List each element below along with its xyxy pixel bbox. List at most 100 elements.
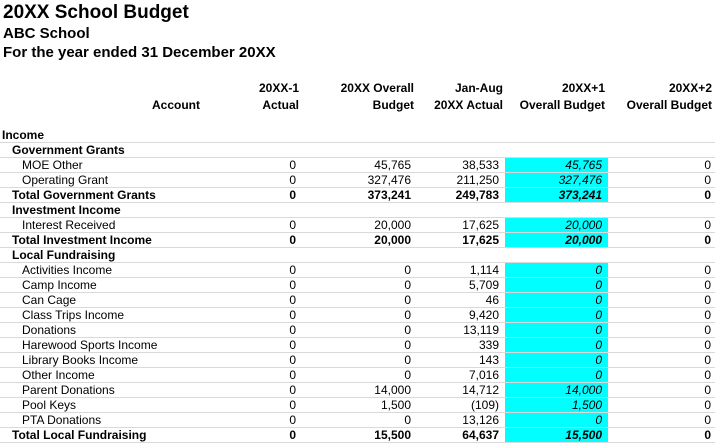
row-value-col3: 7,016 [417, 367, 505, 383]
row-value-col3: 9,420 [417, 307, 505, 323]
row-value-col4: 15,500 [505, 427, 608, 443]
table-row: Camp Income 0 0 5,709 0 0 [0, 277, 715, 293]
table-row: Donations 0 0 13,119 0 0 [0, 322, 715, 338]
row-value-col1: 0 [200, 277, 302, 293]
row-value-col2 [302, 202, 417, 218]
row-label: Camp Income [0, 277, 200, 293]
row-value-col3: 46 [417, 292, 505, 308]
table-row: Library Books Income 0 0 143 0 0 [0, 352, 715, 368]
row-value-col5: 0 [608, 322, 715, 338]
row-value-col2: 0 [302, 412, 417, 428]
row-value-col4: 0 [505, 262, 608, 278]
row-value-col2: 15,500 [302, 427, 417, 443]
row-value-col5: 0 [608, 262, 715, 278]
row-label: Library Books Income [0, 352, 200, 368]
row-label: Other Income [0, 367, 200, 383]
header-col5-line1: 20XX+2 [668, 81, 712, 95]
row-value-col2: 45,765 [302, 157, 417, 173]
row-label: Class Trips Income [0, 307, 200, 323]
row-value-col5 [608, 128, 715, 143]
row-value-col1: 0 [200, 427, 302, 443]
spacer-row [0, 114, 715, 128]
row-value-col1 [200, 128, 302, 143]
row-value-col4: 327,476 [505, 172, 608, 188]
row-value-col1: 0 [200, 172, 302, 188]
row-value-col4 [505, 142, 608, 158]
row-value-col2: 0 [302, 337, 417, 353]
row-value-col3: 17,625 [417, 232, 505, 248]
row-value-col5 [608, 202, 715, 218]
row-label: Total Local Fundraising [0, 427, 200, 443]
row-value-col4: 0 [505, 367, 608, 383]
row-value-col4: 0 [505, 337, 608, 353]
row-value-col3: 13,126 [417, 412, 505, 428]
table-row: Investment Income [0, 202, 715, 218]
row-value-col1 [200, 202, 302, 218]
row-value-col4: 0 [505, 277, 608, 293]
table-row: Government Grants [0, 142, 715, 158]
row-value-col2: 0 [302, 262, 417, 278]
row-value-col4: 20,000 [505, 217, 608, 233]
table-row: Harewood Sports Income 0 0 339 0 0 [0, 337, 715, 353]
row-value-col2: 0 [302, 352, 417, 368]
row-label: Local Fundraising [0, 247, 200, 263]
row-value-col2: 373,241 [302, 187, 417, 203]
row-label: Government Grants [0, 142, 200, 158]
row-value-col3: 211,250 [417, 172, 505, 188]
row-value-col3: 38,533 [417, 157, 505, 173]
row-value-col5: 0 [608, 277, 715, 293]
row-value-col1: 0 [200, 352, 302, 368]
row-value-col3: 249,783 [417, 187, 505, 203]
row-label: Can Cage [0, 292, 200, 308]
row-value-col1 [200, 247, 302, 263]
header-col1-line2: Actual [262, 98, 299, 112]
row-value-col3: 14,712 [417, 382, 505, 398]
row-value-col4: 45,765 [505, 157, 608, 173]
row-value-col3: 13,119 [417, 322, 505, 338]
header-col3-line2: 20XX Actual [434, 98, 503, 112]
row-label: Parent Donations [0, 382, 200, 398]
row-value-col1: 0 [200, 337, 302, 353]
row-value-col3: 64,637 [417, 427, 505, 443]
row-value-col1: 0 [200, 307, 302, 323]
row-value-col3 [417, 142, 505, 158]
school-name: ABC School [3, 25, 90, 42]
row-value-col1 [200, 142, 302, 158]
row-value-col4: 14,000 [505, 382, 608, 398]
row-value-col2: 0 [302, 322, 417, 338]
row-label: Total Government Grants [0, 187, 200, 203]
header-row-1: Account 20XX-1 20XX Overall Jan-Aug 20XX… [0, 80, 715, 112]
row-value-col5: 0 [608, 292, 715, 308]
row-value-col5: 0 [608, 187, 715, 203]
row-value-col4: 0 [505, 352, 608, 368]
row-value-col1: 0 [200, 232, 302, 248]
row-value-col1: 0 [200, 382, 302, 398]
table-row: Local Fundraising [0, 247, 715, 263]
table-row: Total Government Grants 0 373,241 249,783 37… [0, 187, 715, 203]
row-value-col4: 0 [505, 292, 608, 308]
table-row: Class Trips Income 0 0 9,420 0 0 [0, 307, 715, 323]
row-value-col5: 0 [608, 352, 715, 368]
header-row-2: Actual Budget 20XX Actual Overall Budget… [0, 97, 715, 114]
row-value-col5: 0 [608, 412, 715, 428]
row-value-col4: 373,241 [505, 187, 608, 203]
row-value-col4 [505, 202, 608, 218]
row-value-col3 [417, 128, 505, 143]
row-value-col5: 0 [608, 382, 715, 398]
table-row: Operating Grant 0 327,476 211,250 327,476 0 [0, 172, 715, 188]
row-value-col3 [417, 202, 505, 218]
header-col2-line1: 20XX Overall [340, 81, 414, 95]
row-value-col2: 0 [302, 307, 417, 323]
header-col4-line1: 20XX+1 [561, 81, 605, 95]
row-value-col4: 0 [505, 307, 608, 323]
row-value-col2: 0 [302, 277, 417, 293]
row-label: PTA Donations [0, 412, 200, 428]
row-value-col2 [302, 128, 417, 143]
row-value-col1: 0 [200, 157, 302, 173]
table-row: Can Cage 0 0 46 0 0 [0, 292, 715, 308]
table-row: MOE Other 0 45,765 38,533 45,765 0 [0, 157, 715, 173]
table-row: Total Investment Income 0 20,000 17,625 20,0… [0, 232, 715, 248]
row-value-col4: 0 [505, 322, 608, 338]
row-value-col4 [505, 128, 608, 143]
row-value-col4: 20,000 [505, 232, 608, 248]
